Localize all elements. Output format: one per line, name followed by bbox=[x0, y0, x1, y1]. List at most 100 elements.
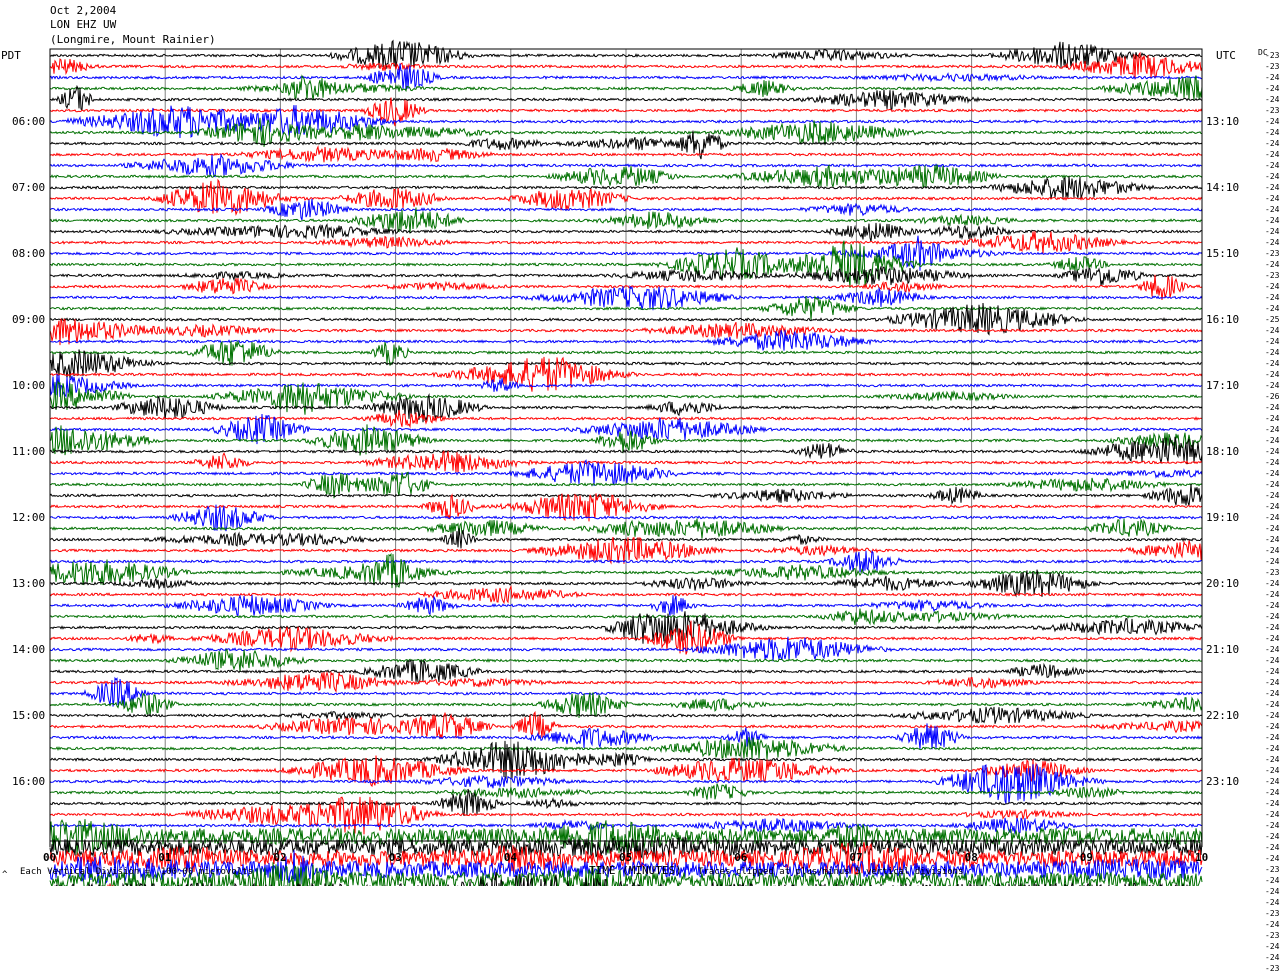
right-time-label: 19:10 bbox=[1206, 511, 1240, 524]
seismic-trace bbox=[49, 459, 1203, 486]
seismic-trace bbox=[49, 380, 1203, 415]
seismic-trace bbox=[49, 740, 1202, 780]
x-tick-label-10: 10 bbox=[1195, 851, 1209, 864]
dc-offset-label: -24 bbox=[1265, 458, 1280, 467]
left-time-label: 06:00 bbox=[12, 115, 46, 128]
x-tick-label-04: 04 bbox=[503, 851, 518, 864]
left-time-label: 10:00 bbox=[12, 379, 46, 392]
dc-offset-label: -24 bbox=[1265, 491, 1280, 500]
dc-offset-label: -24 bbox=[1265, 645, 1280, 654]
x-tick-label-06: 06 bbox=[734, 851, 748, 864]
dc-offset-label: -24 bbox=[1265, 799, 1280, 808]
seismic-trace bbox=[49, 349, 1203, 379]
left-time-label: 16:00 bbox=[12, 775, 46, 788]
seismic-trace bbox=[49, 74, 1203, 101]
seismic-trace bbox=[49, 424, 1203, 456]
header-location: (Longmire, Mount Rainier) bbox=[50, 33, 216, 46]
dc-offset-label: -23 bbox=[1265, 51, 1280, 60]
seismic-trace bbox=[49, 51, 1203, 80]
seismic-trace bbox=[49, 783, 1203, 800]
dc-offset-label: -24 bbox=[1265, 898, 1280, 907]
dc-offset-label: -24 bbox=[1265, 194, 1280, 203]
header-date: Oct 2,2004 bbox=[50, 4, 117, 17]
dc-offset-label: -23 bbox=[1265, 568, 1280, 577]
dc-offset-label: -24 bbox=[1265, 216, 1280, 225]
dc-offset-label: -24 bbox=[1265, 942, 1280, 951]
dc-offset-label: -24 bbox=[1265, 260, 1280, 269]
dc-offset-label: -24 bbox=[1265, 623, 1280, 632]
dc-offset-label: -24 bbox=[1265, 227, 1280, 236]
seismic-trace bbox=[49, 484, 1203, 506]
dc-offset-label: -24 bbox=[1265, 502, 1280, 511]
seismic-trace bbox=[49, 222, 1203, 242]
x-tick-label-02: 02 bbox=[273, 851, 287, 864]
right-time-label: 23:10 bbox=[1206, 775, 1240, 788]
seismic-trace bbox=[49, 97, 1203, 127]
dc-offset-label: -24 bbox=[1265, 348, 1280, 357]
dc-offset-label: -24 bbox=[1265, 810, 1280, 819]
dc-offset-label: -24 bbox=[1265, 634, 1280, 643]
dc-offset-label: -24 bbox=[1265, 546, 1280, 555]
dc-offset-label: -24 bbox=[1265, 953, 1280, 962]
dc-offset-label: -24 bbox=[1265, 579, 1280, 588]
seismic-trace bbox=[50, 84, 1203, 112]
dc-offset-label: -24 bbox=[1265, 843, 1280, 852]
dc-offset-label: -24 bbox=[1265, 381, 1280, 390]
seismic-trace bbox=[49, 373, 1203, 399]
seismic-trace bbox=[49, 235, 1203, 271]
seismic-trace bbox=[49, 649, 1203, 673]
left-time-label: 14:00 bbox=[12, 643, 46, 656]
dc-offset-label: -23 bbox=[1265, 909, 1280, 918]
minute-gridlines bbox=[164, 49, 1088, 841]
seismic-trace bbox=[49, 670, 1203, 693]
seismic-trace bbox=[49, 862, 1203, 886]
dc-offset-label: -24 bbox=[1265, 238, 1280, 247]
left-axis-title: PDT bbox=[1, 49, 21, 62]
dc-offset-label: -24 bbox=[1265, 95, 1280, 104]
header-station: LON EHZ UW bbox=[50, 18, 117, 31]
seismic-trace bbox=[49, 706, 1203, 724]
seismic-trace bbox=[49, 471, 1203, 499]
dc-offset-label: -24 bbox=[1265, 414, 1280, 423]
x-tick-label-01: 01 bbox=[158, 851, 172, 864]
seismic-trace bbox=[49, 764, 1203, 804]
dc-offset-label: -24 bbox=[1265, 777, 1280, 786]
dc-offset-label: -24 bbox=[1265, 590, 1280, 599]
dc-offset-label: -24 bbox=[1265, 359, 1280, 368]
seismic-trace bbox=[49, 284, 1203, 311]
x-tick-label-00: 00 bbox=[43, 851, 57, 864]
seismic-trace bbox=[49, 339, 1203, 366]
x-tick-label-07: 07 bbox=[849, 851, 863, 864]
dc-offset-label: -24 bbox=[1265, 161, 1280, 170]
x-axis-ticks bbox=[49, 841, 1203, 847]
seismic-trace bbox=[49, 788, 1203, 816]
seismic-trace bbox=[49, 658, 1203, 684]
dc-offset-label: -24 bbox=[1265, 513, 1280, 522]
seismogram-plot bbox=[49, 39, 1203, 886]
dc-offset-label: -24 bbox=[1265, 535, 1280, 544]
dc-offset-label: -24 bbox=[1265, 326, 1280, 335]
seismic-trace bbox=[49, 413, 1203, 445]
dc-offset-label: -24 bbox=[1265, 755, 1280, 764]
seismic-trace bbox=[49, 231, 1202, 254]
x-tick-label-08: 08 bbox=[964, 851, 978, 864]
seismic-trace bbox=[49, 163, 1203, 190]
left-time-label: 12:00 bbox=[12, 511, 46, 524]
seismic-trace bbox=[49, 692, 1203, 718]
dc-offset-label: -24 bbox=[1265, 832, 1280, 841]
dc-offset-label: -24 bbox=[1265, 183, 1280, 192]
dc-offset-label: -24 bbox=[1265, 667, 1280, 676]
seismic-trace bbox=[49, 723, 1203, 750]
seismic-trace bbox=[49, 569, 1203, 598]
seismic-trace bbox=[49, 436, 1203, 465]
dc-offset-label: -23 bbox=[1265, 249, 1280, 258]
clip-note: Traces clipped at plus/minus 5 vertical … bbox=[698, 867, 964, 877]
dc-offset-label: -24 bbox=[1265, 920, 1280, 929]
seismic-trace bbox=[49, 207, 1203, 234]
dc-offset-label: -24 bbox=[1265, 711, 1280, 720]
dc-offset-label: -23 bbox=[1265, 62, 1280, 71]
dc-offset-label: -24 bbox=[1265, 282, 1280, 291]
right-time-label: 21:10 bbox=[1206, 643, 1240, 656]
seismic-trace bbox=[49, 518, 1203, 539]
seismic-trace bbox=[49, 755, 1203, 788]
